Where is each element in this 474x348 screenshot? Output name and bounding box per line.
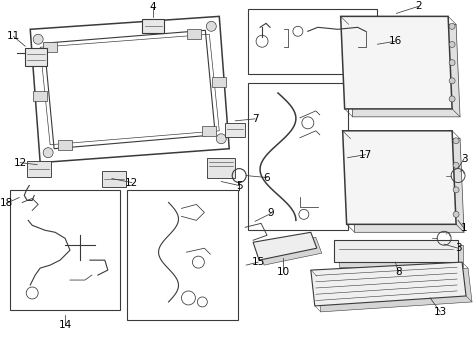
Polygon shape — [258, 237, 322, 265]
Bar — [248, 9, 377, 74]
Polygon shape — [341, 16, 452, 109]
Text: 2: 2 — [415, 1, 421, 11]
Text: 1: 1 — [461, 223, 467, 233]
Circle shape — [43, 148, 53, 158]
Polygon shape — [43, 42, 57, 52]
Text: 12: 12 — [125, 177, 138, 188]
Text: 17: 17 — [359, 150, 372, 160]
Bar — [102, 171, 126, 187]
Polygon shape — [343, 131, 456, 224]
Text: 14: 14 — [58, 320, 72, 330]
Polygon shape — [351, 139, 464, 232]
Bar — [225, 123, 245, 137]
Circle shape — [33, 34, 43, 44]
Bar — [334, 240, 458, 262]
Circle shape — [449, 23, 455, 29]
Circle shape — [449, 96, 455, 102]
Polygon shape — [212, 77, 226, 87]
Text: 11: 11 — [7, 31, 20, 41]
Polygon shape — [58, 140, 72, 150]
Text: 18: 18 — [0, 198, 13, 208]
Circle shape — [453, 138, 459, 144]
Text: 9: 9 — [268, 208, 274, 219]
Bar — [127, 190, 238, 320]
Text: 15: 15 — [251, 257, 264, 267]
Text: 7: 7 — [252, 114, 258, 124]
Circle shape — [449, 41, 455, 47]
Circle shape — [449, 78, 455, 84]
Bar — [10, 190, 120, 310]
Circle shape — [206, 21, 216, 31]
Polygon shape — [187, 29, 201, 39]
Polygon shape — [202, 126, 216, 136]
Text: 5: 5 — [236, 181, 243, 190]
Text: 10: 10 — [276, 267, 290, 277]
Text: 8: 8 — [395, 267, 401, 277]
Text: 12: 12 — [14, 158, 27, 168]
Circle shape — [453, 211, 459, 218]
Text: 6: 6 — [264, 173, 270, 183]
Circle shape — [449, 60, 455, 66]
Bar — [142, 19, 164, 33]
Polygon shape — [349, 24, 460, 117]
Text: 4: 4 — [149, 2, 156, 13]
Bar — [27, 161, 51, 176]
Text: 3: 3 — [455, 243, 461, 253]
Text: 13: 13 — [434, 307, 447, 317]
Polygon shape — [311, 262, 466, 306]
Text: 16: 16 — [389, 36, 402, 46]
Circle shape — [216, 134, 226, 144]
Polygon shape — [33, 91, 47, 101]
Polygon shape — [253, 232, 317, 260]
Bar — [339, 245, 463, 267]
Text: 3: 3 — [461, 154, 467, 164]
Bar — [207, 158, 235, 177]
Polygon shape — [317, 268, 472, 312]
Bar — [25, 48, 47, 66]
Bar — [248, 83, 347, 230]
Circle shape — [453, 162, 459, 168]
Circle shape — [453, 187, 459, 193]
